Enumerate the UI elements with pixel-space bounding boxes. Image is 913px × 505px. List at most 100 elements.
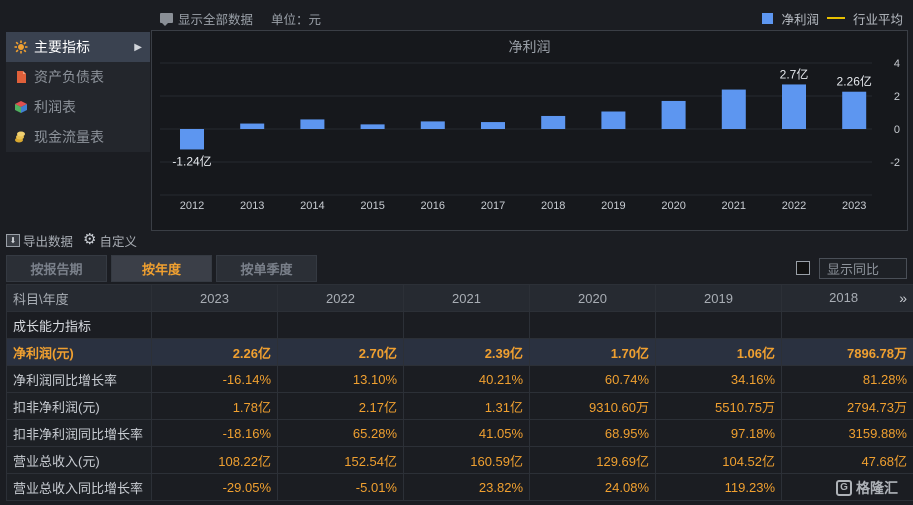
row-value: 40.21% bbox=[403, 365, 530, 393]
row-value: 1.70亿 bbox=[529, 338, 656, 366]
row-value bbox=[781, 473, 913, 501]
watermark-text: 格隆汇 bbox=[856, 480, 898, 496]
data-label: -1.24亿 bbox=[172, 153, 211, 168]
x-tick-label: 2021 bbox=[722, 200, 746, 212]
row-value: 160.59亿 bbox=[403, 446, 530, 474]
menu-label: 资产负债表 bbox=[34, 69, 104, 85]
row-value: 9310.60万 bbox=[529, 392, 656, 420]
empty-cell bbox=[781, 311, 913, 339]
row-label: 营业总收入同比增长率 bbox=[6, 473, 152, 501]
x-tick-label: 2016 bbox=[421, 200, 445, 212]
table-row[interactable]: 营业总收入同比增长率 -29.05% -5.01% 23.82% 24.08% 119.2… bbox=[6, 473, 913, 501]
table-row[interactable]: 扣非净利润(元) 1.78亿 2.17亿 1.31亿 9310.60万 5510.75万 2… bbox=[6, 392, 913, 420]
unit-label: 单位：元 bbox=[271, 12, 322, 27]
data-label: 2.7亿 bbox=[780, 66, 809, 81]
row-value: -5.01% bbox=[277, 473, 404, 501]
row-value: 81.28% bbox=[781, 365, 913, 393]
coins-icon bbox=[15, 131, 25, 143]
row-value: 97.18% bbox=[655, 419, 782, 447]
row-value: -18.16% bbox=[151, 419, 278, 447]
document-icon bbox=[17, 71, 26, 83]
row-value: 1.78亿 bbox=[151, 392, 278, 420]
table-header-row: 科目\年度 2023 2022 2021 2020 2019 2018 » bbox=[6, 284, 913, 312]
row-value: 152.54亿 bbox=[277, 446, 404, 474]
row-label: 扣非净利润(元) bbox=[6, 392, 152, 420]
chevron-right-icon: ▶ bbox=[134, 41, 142, 53]
x-tick-label: 2022 bbox=[782, 200, 806, 212]
show-yoy-button[interactable]: 显示同比 bbox=[819, 258, 907, 279]
star-icon bbox=[14, 40, 28, 54]
row-value: 1.06亿 bbox=[655, 338, 782, 366]
x-tick-label: 2015 bbox=[360, 200, 384, 212]
x-tick-label: 2023 bbox=[842, 200, 866, 212]
row-value: 2.17亿 bbox=[277, 392, 404, 420]
chart-canvas: 4 2 0 -2 2012 -1.24亿 2013 2014 2015 2016 2017 2018 2… bbox=[160, 58, 900, 212]
legend-industry-avg: 行业平均 bbox=[852, 12, 903, 27]
brand-logo-icon: G bbox=[836, 480, 852, 496]
show-all-data-toggle[interactable]: 显示全部数据 bbox=[160, 9, 253, 28]
header-year-last[interactable]: 2018 » bbox=[781, 284, 913, 312]
row-value: 13.10% bbox=[277, 365, 404, 393]
bar-2018 bbox=[541, 115, 566, 129]
empty-cell bbox=[655, 311, 782, 339]
menu-item-balance-sheet[interactable]: 资产负债表 bbox=[6, 62, 150, 92]
customize-button[interactable]: ⚙ 自定义 bbox=[83, 231, 137, 250]
bar-2017 bbox=[481, 122, 505, 129]
row-label: 净利润(元) bbox=[6, 338, 152, 366]
legend-bar-swatch bbox=[762, 12, 774, 24]
header-year[interactable]: 2019 bbox=[655, 284, 782, 312]
row-value: 7896.78万 bbox=[781, 338, 913, 366]
row-value: -16.14% bbox=[151, 365, 278, 393]
tab-by-report-period[interactable]: 按报告期 bbox=[6, 255, 107, 282]
export-bar: ⬇ 导出数据 ⚙ 自定义 bbox=[6, 231, 137, 249]
row-value: 3159.88% bbox=[781, 419, 913, 447]
data-label: 2.26亿 bbox=[837, 74, 872, 89]
menu-label: 主要指标 bbox=[34, 39, 90, 55]
section-title: 成长能力指标 bbox=[6, 311, 152, 339]
menu-item-income-statement[interactable]: 利润表 bbox=[6, 92, 150, 122]
top-toolbar: 显示全部数据 单位：元 bbox=[160, 8, 321, 28]
row-value: 5510.75万 bbox=[655, 392, 782, 420]
table-row[interactable]: 净利润(元) 2.26亿 2.70亿 2.39亿 1.70亿 1.06亿 7896.78万 bbox=[6, 338, 913, 366]
row-value: -29.05% bbox=[151, 473, 278, 501]
section-row: 成长能力指标 bbox=[6, 311, 913, 339]
bar-2023 bbox=[842, 91, 867, 129]
tab-by-quarter[interactable]: 按单季度 bbox=[216, 255, 317, 282]
x-tick-label: 2014 bbox=[300, 200, 324, 212]
tab-by-year[interactable]: 按年度 bbox=[111, 255, 212, 282]
period-tabs: 按报告期 按年度 按单季度 bbox=[6, 255, 317, 282]
row-value: 34.16% bbox=[655, 365, 782, 393]
row-value: 23.82% bbox=[403, 473, 530, 501]
header-year[interactable]: 2021 bbox=[403, 284, 530, 312]
row-value: 2794.73万 bbox=[781, 392, 913, 420]
comment-icon bbox=[160, 13, 173, 26]
menu-label: 利润表 bbox=[34, 99, 76, 115]
row-value: 2.39亿 bbox=[403, 338, 530, 366]
y-tick-label: -2 bbox=[890, 157, 900, 169]
bar-2016 bbox=[420, 121, 445, 129]
row-label: 净利润同比增长率 bbox=[6, 365, 152, 393]
table-row[interactable]: 营业总收入(元) 108.22亿 152.54亿 160.59亿 129.69亿 104.… bbox=[6, 446, 913, 474]
row-value: 24.08% bbox=[529, 473, 656, 501]
chart-legend: 净利润 行业平均 bbox=[762, 8, 903, 28]
yoy-checkbox[interactable] bbox=[796, 261, 810, 275]
x-tick-label: 2018 bbox=[541, 200, 565, 212]
row-value: 41.05% bbox=[403, 419, 530, 447]
header-year: 2018 bbox=[829, 290, 859, 305]
header-year[interactable]: 2022 bbox=[277, 284, 404, 312]
empty-cell bbox=[403, 311, 530, 339]
row-value: 1.31亿 bbox=[403, 392, 530, 420]
header-year[interactable]: 2023 bbox=[151, 284, 278, 312]
menu-item-cash-flow[interactable]: 现金流量表 bbox=[6, 122, 150, 152]
table-row[interactable]: 净利润同比增长率 -16.14% 13.10% 40.21% 60.74% 34.16% 8… bbox=[6, 365, 913, 393]
empty-cell bbox=[529, 311, 656, 339]
header-year[interactable]: 2020 bbox=[529, 284, 656, 312]
table-row[interactable]: 扣非净利润同比增长率 -18.16% 65.28% 41.05% 68.95% 97.18… bbox=[6, 419, 913, 447]
menu-item-main-indicators[interactable]: 主要指标 ▶ bbox=[6, 32, 150, 62]
more-columns-icon[interactable]: » bbox=[899, 290, 907, 306]
bar-2019 bbox=[601, 111, 626, 129]
export-data-button[interactable]: ⬇ 导出数据 bbox=[6, 231, 73, 250]
row-label: 营业总收入(元) bbox=[6, 446, 152, 474]
gear-icon: ⚙ bbox=[83, 231, 97, 248]
show-all-label: 显示全部数据 bbox=[178, 12, 254, 27]
